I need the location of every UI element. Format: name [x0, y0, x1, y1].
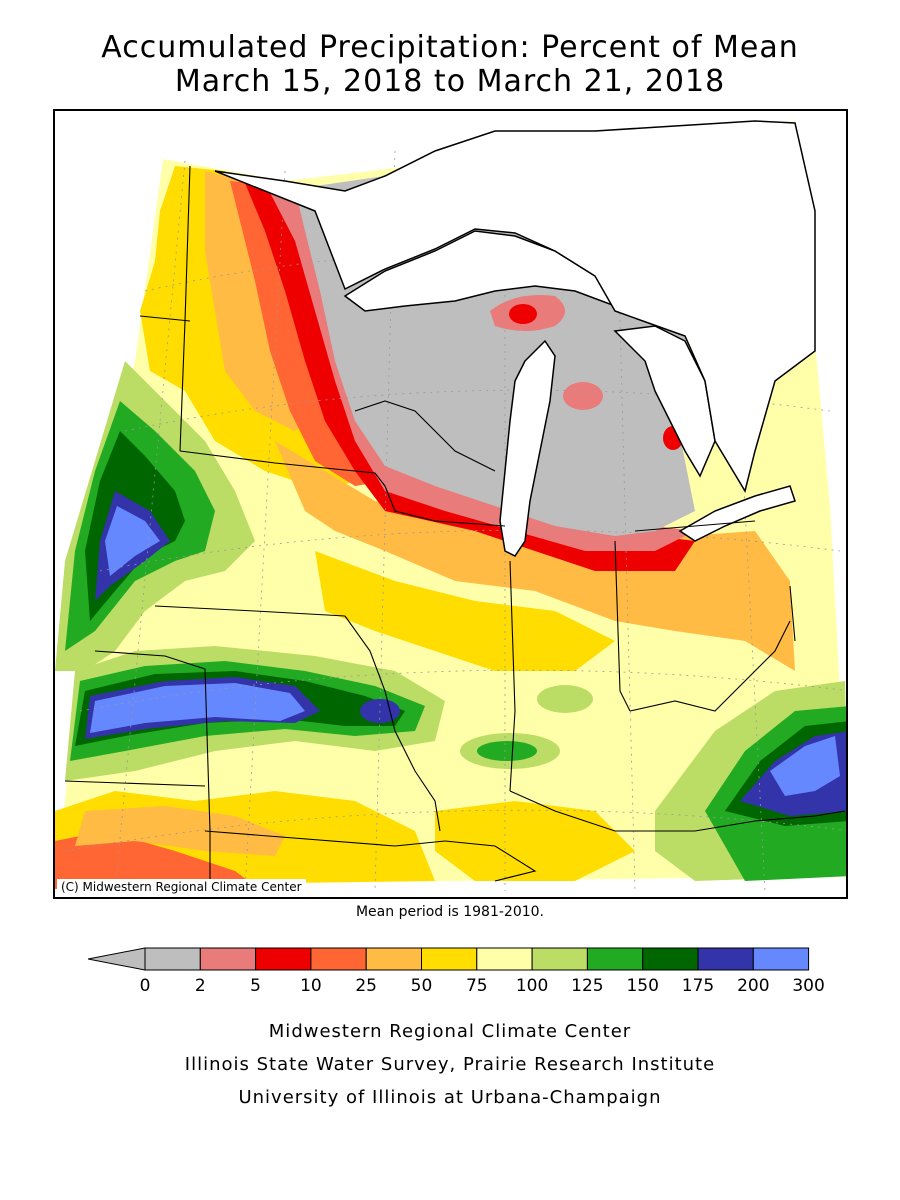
state-borders [64, 165, 846, 886]
legend-tick-label: 25 [355, 976, 377, 996]
legend-swatch [586, 947, 644, 971]
legend-tick-label: 5 [250, 976, 261, 996]
region-50-75-central [315, 551, 615, 671]
legend-tick-label: 150 [626, 976, 659, 996]
legend-swatch [476, 947, 533, 971]
legend-swatch [310, 947, 367, 971]
region-200-300-southeast [770, 736, 840, 796]
region-25-50-central [275, 441, 795, 671]
legend-tick-label: 300 [792, 976, 825, 996]
region-10-25-south [55, 831, 255, 889]
legend-swatch [365, 947, 423, 971]
legend-tick-label: 10 [300, 976, 322, 996]
copyright-label: (C) Midwestern Regional Climate Center [57, 879, 306, 895]
region-5-10-west [245, 183, 695, 571]
region-25-50-southwest [75, 806, 285, 856]
legend-swatch [421, 947, 478, 971]
legend-colorbar [88, 947, 810, 971]
canada-north [214, 120, 816, 493]
legend-tick-label: 2 [194, 976, 206, 996]
legend-tick-label: 100 [515, 976, 549, 996]
map-date-range: March 15, 2018 to March 21, 2018 [174, 64, 726, 99]
credit-isws: Illinois State Water Survey, Prairie Res… [184, 1054, 716, 1075]
legend-tick-label: 200 [737, 976, 770, 996]
legend-swatch [531, 947, 588, 971]
region-200-300-kansas [90, 683, 305, 733]
legend-swatch [642, 947, 699, 971]
legend-swatch [697, 947, 754, 971]
legend-tick-label: 75 [465, 976, 488, 996]
credit-mrcc: Midwestern Regional Climate Center [268, 1021, 632, 1042]
region-2-5 [265, 183, 695, 551]
legend-tick-label: 175 [681, 976, 715, 996]
region-2-5-lower-mi [563, 382, 603, 410]
precipitation-map: (C) Midwestern Regional Climate Center [53, 109, 848, 899]
legend-tick-label: 0 [139, 976, 151, 996]
map-canvas [55, 111, 846, 897]
lake-huron [613, 325, 716, 478]
legend-underflow-arrow [88, 947, 146, 971]
legend-swatch [144, 947, 201, 971]
legend-swatch [199, 947, 257, 971]
region-100-125-ohio [537, 685, 593, 713]
legend-tick-label: 125 [571, 976, 604, 996]
lake-michigan [499, 339, 556, 557]
legend-swatch [752, 947, 810, 971]
legend-swatch [255, 947, 312, 971]
legend-tick-label: 50 [410, 976, 433, 996]
lake-erie [678, 485, 796, 542]
mean-period-note: Mean period is 1981-2010. [355, 904, 545, 920]
region-5-10-upper-mi [509, 304, 537, 324]
region-125-150-indiana [477, 741, 537, 761]
credit-uiuc: University of Illinois at Urbana-Champai… [238, 1087, 662, 1108]
region-200-300-west [105, 506, 160, 576]
map-title: Accumulated Precipitation: Percent of Me… [101, 30, 799, 65]
